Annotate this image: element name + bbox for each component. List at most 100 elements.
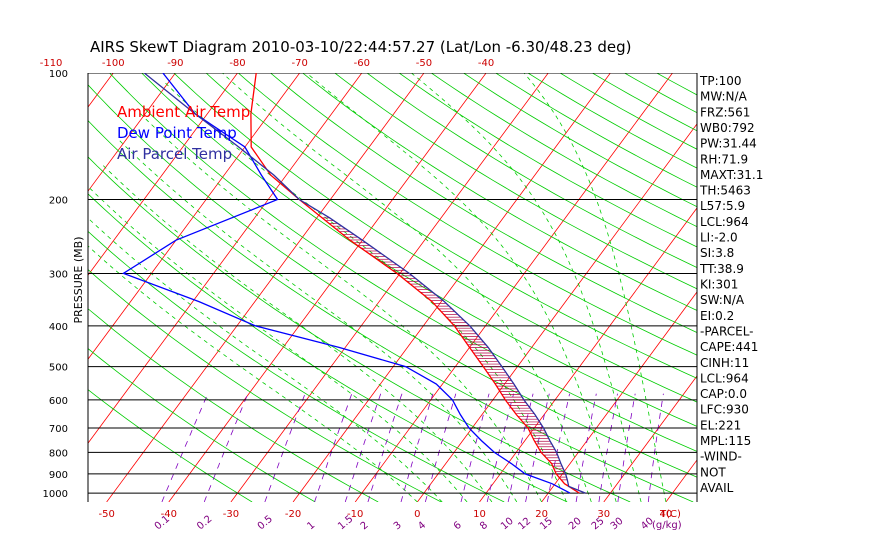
mixing-ratio-unit-label: (g/kg) bbox=[652, 520, 682, 531]
stat-entry: MW:N/A bbox=[700, 90, 748, 104]
pressure-tick-label: 500 bbox=[49, 363, 68, 374]
mixing-ratio-tick-label: 2 bbox=[359, 520, 371, 533]
mixing-ratio-line bbox=[161, 393, 209, 502]
mixing-ratio-line bbox=[575, 393, 597, 502]
stat-entry: WB0:792 bbox=[700, 121, 755, 135]
bottom-temp-tick-label: -20 bbox=[285, 509, 301, 520]
mixing-ratio-tick-label: 0.2 bbox=[195, 514, 214, 533]
pressure-tick-label: 800 bbox=[49, 448, 68, 459]
mixing-ratio-tick-label: 3 bbox=[392, 520, 404, 533]
moist-adiabat-line bbox=[88, 245, 418, 502]
stat-entry: CAP:0.0 bbox=[700, 387, 747, 401]
moist-adiabat-line bbox=[101, 164, 493, 502]
stat-entry: TT:38.9 bbox=[699, 262, 744, 276]
mixing-ratio-tick-label: 0.5 bbox=[256, 514, 275, 533]
stat-entry: TP:100 bbox=[699, 74, 742, 88]
ambient-air-temp-line bbox=[250, 73, 580, 494]
chart-title: AIRS SkewT Diagram 2010-03-10/22:44:57.2… bbox=[90, 38, 631, 56]
dry-adiabat-line bbox=[88, 308, 379, 502]
stat-entry: CINH:11 bbox=[700, 356, 749, 370]
mixing-ratio-line bbox=[546, 393, 570, 502]
moist-adiabat-line bbox=[88, 185, 468, 502]
mixing-ratio-line bbox=[264, 393, 306, 502]
mixing-ratio-line bbox=[203, 393, 249, 502]
moist-adiabat-line bbox=[164, 81, 567, 502]
top-temp-tick-label: -60 bbox=[354, 58, 370, 69]
isotherm-line bbox=[0, 73, 51, 502]
dew-point-temp-line bbox=[121, 73, 571, 494]
mixing-ratio-line bbox=[647, 393, 664, 502]
y-axis-label: PRESSURE (MB) bbox=[72, 237, 85, 324]
pressure-tick-label: 300 bbox=[49, 269, 68, 280]
dry-adiabat-line bbox=[334, 73, 697, 290]
dry-adiabat-line bbox=[88, 389, 253, 502]
isotherm-line bbox=[417, 123, 697, 502]
legend-dew-point-temp: Dew Point Temp bbox=[117, 124, 237, 142]
mixing-ratio-line bbox=[344, 393, 382, 502]
dry-adiabat-line bbox=[270, 73, 697, 334]
isotherm-line bbox=[88, 73, 238, 276]
air-parcel-temp-line bbox=[143, 73, 586, 494]
legend-air-parcel-temp: Air Parcel Temp bbox=[117, 145, 232, 163]
mixing-ratio-line bbox=[367, 393, 403, 502]
stat-entry: RH:71.9 bbox=[700, 152, 748, 166]
mixing-ratio-tick-label: 8 bbox=[478, 520, 490, 533]
series-layer bbox=[121, 73, 586, 494]
moist-adiabat-line bbox=[306, 73, 617, 502]
isotherm-line bbox=[168, 73, 487, 502]
stat-entry: NOT bbox=[700, 465, 726, 479]
mixing-ratio-line bbox=[525, 393, 550, 502]
isotherm-line bbox=[106, 73, 425, 502]
isotherm-line bbox=[88, 73, 176, 192]
pressure-tick-label: 1000 bbox=[43, 489, 68, 500]
legend: Ambient Air Temp Dew Point Temp Air Parc… bbox=[117, 103, 250, 163]
isotherm-line bbox=[88, 73, 300, 360]
bottom-temp-tick-label: -50 bbox=[98, 509, 114, 520]
top-temp-tick-label: -70 bbox=[291, 58, 307, 69]
mixing-ratio-line bbox=[460, 393, 490, 502]
mixing-ratio-line bbox=[617, 393, 636, 502]
pressure-tick-label: 700 bbox=[49, 424, 68, 435]
bottom-temp-tick-label: -10 bbox=[347, 509, 363, 520]
stat-entry: EL:221 bbox=[700, 418, 741, 432]
dry-adiabat-line bbox=[431, 73, 697, 228]
dry-adiabat-line bbox=[88, 84, 697, 478]
top-temp-tick-label: -110 bbox=[40, 58, 63, 69]
stat-entry: PW:31.44 bbox=[700, 137, 757, 151]
mixing-ratio-tick-label: 30 bbox=[609, 516, 626, 533]
stat-entry: LFC:930 bbox=[700, 403, 749, 417]
stat-entry: EI:0.2 bbox=[700, 309, 734, 323]
stat-entry: TH:5463 bbox=[699, 184, 751, 198]
top-temp-tick-label: -40 bbox=[478, 58, 494, 69]
dry-adiabat-line bbox=[366, 73, 697, 269]
mixing-ratio-line bbox=[425, 393, 457, 502]
stat-entry: SI:3.8 bbox=[700, 246, 734, 260]
mixing-ratio-tick-label: 1 bbox=[305, 520, 317, 533]
mixing-ratio-line bbox=[400, 393, 434, 502]
pressure-tick-label: 400 bbox=[49, 322, 68, 333]
moist-adiabat-line bbox=[88, 217, 443, 502]
dry-adiabat-line bbox=[141, 73, 697, 427]
legend-ambient-air-temp: Ambient Air Temp bbox=[117, 103, 250, 121]
mixing-ratio-tick-label: 10 bbox=[499, 516, 516, 533]
dry-adiabat-line bbox=[88, 269, 442, 502]
moist-adiabat-line bbox=[523, 73, 667, 502]
stat-entry: KI:301 bbox=[700, 278, 738, 292]
dry-adiabat-line bbox=[205, 73, 697, 379]
bottom-temp-tick-label: 30 bbox=[597, 509, 610, 520]
pressure-tick-label: 900 bbox=[49, 470, 68, 481]
top-temp-tick-label: -100 bbox=[102, 58, 125, 69]
isotherm-line bbox=[292, 73, 611, 502]
stat-entry: MAXT:31.1 bbox=[700, 168, 763, 182]
bottom-temp-tick-label: -30 bbox=[223, 509, 239, 520]
stat-entry: LI:-2.0 bbox=[700, 231, 738, 245]
dry-adiabat-line bbox=[109, 73, 697, 452]
stat-entry: -PARCEL- bbox=[700, 324, 754, 338]
x-axis-unit-label: T(C) bbox=[659, 509, 681, 520]
pressure-tick-label: 600 bbox=[49, 396, 68, 407]
mixing-ratio-line bbox=[507, 393, 534, 502]
isotherm-line bbox=[88, 73, 114, 108]
dry-adiabat-line bbox=[238, 73, 697, 356]
dry-adiabat-line bbox=[559, 73, 697, 150]
